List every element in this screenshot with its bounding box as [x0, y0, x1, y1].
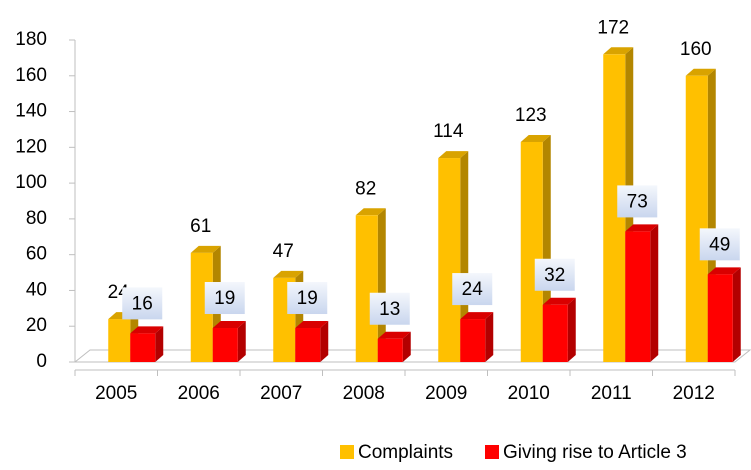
value-label: 16 [132, 293, 153, 314]
legend-swatch [485, 445, 499, 459]
bar-face [460, 151, 469, 362]
bar-front [130, 333, 156, 362]
value-label: 73 [627, 191, 648, 212]
bar-front [190, 252, 213, 362]
bar-face [460, 312, 494, 320]
bar-face [237, 321, 246, 362]
bar-front [108, 319, 131, 362]
value-label: 123 [515, 105, 547, 126]
value-label-bg [369, 292, 410, 325]
bar-face [295, 321, 329, 329]
bar-face [707, 267, 741, 275]
bar-face [190, 245, 221, 253]
value-label: 49 [709, 234, 730, 255]
y-tick-label: 160 [15, 65, 47, 86]
bar-face [402, 331, 411, 362]
bar-front [460, 319, 486, 362]
value-label: 32 [544, 265, 565, 286]
y-tick-label: 120 [15, 136, 47, 157]
bar-front [212, 328, 238, 362]
value-label: 61 [190, 216, 211, 237]
x-tick-label: 2007 [260, 383, 302, 404]
value-label: 160 [680, 39, 712, 60]
x-tick-label: 2005 [95, 383, 137, 404]
bar-face [685, 68, 716, 76]
bar-face [155, 326, 164, 362]
x-tick-label: 2008 [343, 383, 385, 404]
value-label-bg [204, 282, 245, 315]
value-label: 19 [214, 288, 235, 309]
x-tick-label: 2010 [508, 383, 550, 404]
legend-label: Complaints [358, 442, 453, 463]
bar-front [520, 141, 543, 362]
bar-face [355, 208, 386, 216]
bar [377, 331, 411, 362]
bar [130, 326, 164, 362]
value-label-bg [287, 282, 328, 315]
value-label: 24 [462, 279, 484, 300]
bar-face [732, 267, 741, 362]
y-tick-label: 180 [15, 29, 47, 50]
bar [625, 224, 659, 362]
bar-face [438, 151, 469, 159]
bar-face [542, 297, 576, 305]
bar-front [355, 215, 378, 362]
x-tick-label: 2009 [425, 383, 467, 404]
value-label: 19 [297, 288, 318, 309]
y-tick-label: 140 [15, 101, 47, 122]
bar-front [295, 328, 321, 362]
bar-front [438, 158, 461, 362]
bar [438, 151, 469, 362]
bar-face [130, 326, 164, 334]
x-tick-label: 2011 [591, 383, 632, 404]
y-tick-label: 80 [26, 208, 47, 229]
bar-face [603, 47, 634, 55]
bar-face [273, 270, 304, 278]
legend-label: Giving rise to Article 3 [503, 442, 687, 463]
bar [212, 321, 246, 362]
value-label-bg [452, 273, 493, 306]
bar-front [542, 304, 568, 362]
y-tick-label: 20 [26, 315, 47, 336]
bar-face [625, 224, 659, 232]
y-tick-label: 40 [26, 279, 47, 300]
y-tick-label: 100 [15, 172, 47, 193]
bar-face [485, 312, 494, 362]
bar-face [520, 134, 551, 142]
bar-face [650, 224, 659, 362]
bar-face [377, 331, 411, 339]
y-tick-label: 60 [26, 244, 47, 265]
value-label-bg [534, 258, 575, 291]
value-label: 13 [379, 299, 400, 320]
value-label: 114 [433, 121, 464, 142]
bar [460, 312, 494, 362]
x-tick-label: 2006 [178, 383, 220, 404]
bar-front [685, 75, 708, 363]
bar [295, 321, 329, 362]
bar-face [212, 321, 246, 329]
bar-front [707, 274, 733, 362]
bar-front [603, 54, 626, 363]
floor [73, 349, 751, 363]
bar-front [625, 231, 651, 362]
bar-face [567, 297, 576, 362]
bar [542, 297, 576, 362]
value-label-bg [122, 287, 163, 320]
value-label: 82 [355, 178, 376, 199]
y-tick-label: 0 [36, 351, 47, 372]
bar-face [320, 321, 329, 362]
x-tick-label: 2012 [673, 383, 715, 404]
value-label-bg [617, 185, 658, 218]
value-label-bg [699, 228, 740, 261]
value-label: 47 [273, 241, 294, 262]
value-label: 172 [597, 17, 629, 38]
legend-swatch [340, 445, 354, 459]
bar-front [377, 338, 403, 362]
bar [707, 267, 741, 362]
